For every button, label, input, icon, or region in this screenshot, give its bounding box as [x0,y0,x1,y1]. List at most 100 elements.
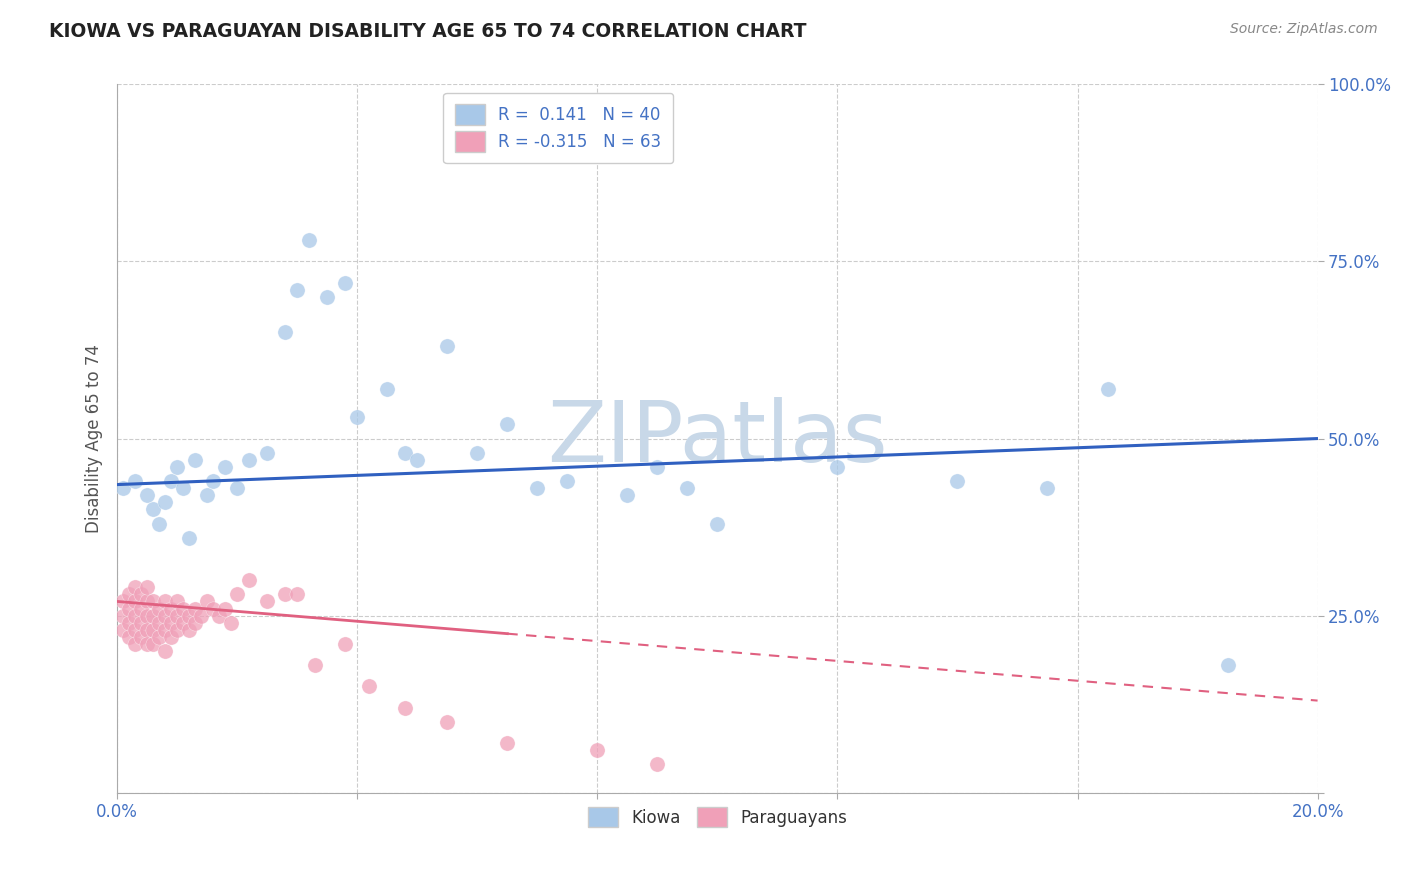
Point [172,481,194,495]
Point [394,700,416,714]
Point [148,615,170,630]
Point [335,276,357,290]
Point [375,382,398,396]
Point [946,474,969,488]
Point [184,615,207,630]
Point [160,630,183,644]
Point [118,587,141,601]
Point [316,290,339,304]
Legend: Kiowa, Paraguayans: Kiowa, Paraguayans [581,800,853,834]
Point [172,615,194,630]
Point [148,516,170,531]
Point [136,623,159,637]
Point [647,757,669,772]
Point [436,714,458,729]
Point [160,601,183,615]
Point [195,594,218,608]
Point [153,644,176,658]
Point [647,459,669,474]
Point [256,446,278,460]
Point [118,615,141,630]
Point [496,736,519,750]
Point [112,608,135,623]
Point [148,601,170,615]
Point [304,658,326,673]
Point [1036,481,1059,495]
Point [202,601,225,615]
Point [394,446,416,460]
Point [465,446,488,460]
Point [142,608,165,623]
Point [124,474,146,488]
Point [129,615,152,630]
Point [136,580,159,594]
Point [153,594,176,608]
Point [129,587,152,601]
Point [496,417,519,432]
Text: KIOWA VS PARAGUAYAN DISABILITY AGE 65 TO 74 CORRELATION CHART: KIOWA VS PARAGUAYAN DISABILITY AGE 65 TO… [49,22,807,41]
Point [285,587,308,601]
Point [586,743,609,757]
Point [359,680,381,694]
Point [285,283,308,297]
Point [166,608,188,623]
Point [142,637,165,651]
Point [160,615,183,630]
Point [179,608,201,623]
Point [526,481,548,495]
Point [166,459,188,474]
Point [136,608,159,623]
Point [166,594,188,608]
Point [153,495,176,509]
Point [112,481,135,495]
Point [346,410,368,425]
Text: Source: ZipAtlas.com: Source: ZipAtlas.com [1230,22,1378,37]
Point [142,502,165,516]
Point [124,637,146,651]
Point [118,630,141,644]
Point [184,601,207,615]
Point [112,594,135,608]
Point [160,474,183,488]
Point [706,516,728,531]
Point [238,573,260,587]
Point [136,488,159,502]
Point [153,608,176,623]
Point [208,608,231,623]
Point [148,630,170,644]
Point [153,623,176,637]
Point [124,608,146,623]
Point [1097,382,1119,396]
Point [616,488,638,502]
Point [298,233,321,247]
Point [274,587,297,601]
Point [202,474,225,488]
Point [219,615,242,630]
Point [129,601,152,615]
Point [1216,658,1239,673]
Text: ZIPatlas: ZIPatlas [547,397,887,480]
Point [226,587,249,601]
Point [112,623,135,637]
Point [827,459,849,474]
Point [274,326,297,340]
Point [256,594,278,608]
Point [129,630,152,644]
Point [142,594,165,608]
Point [436,339,458,353]
Point [184,452,207,467]
Point [214,601,236,615]
Point [179,623,201,637]
Point [124,623,146,637]
Point [195,488,218,502]
Y-axis label: Disability Age 65 to 74: Disability Age 65 to 74 [86,344,103,533]
Point [214,459,236,474]
Point [406,452,429,467]
Point [557,474,579,488]
Point [124,580,146,594]
Point [226,481,249,495]
Point [676,481,699,495]
Point [166,623,188,637]
Point [179,531,201,545]
Point [136,594,159,608]
